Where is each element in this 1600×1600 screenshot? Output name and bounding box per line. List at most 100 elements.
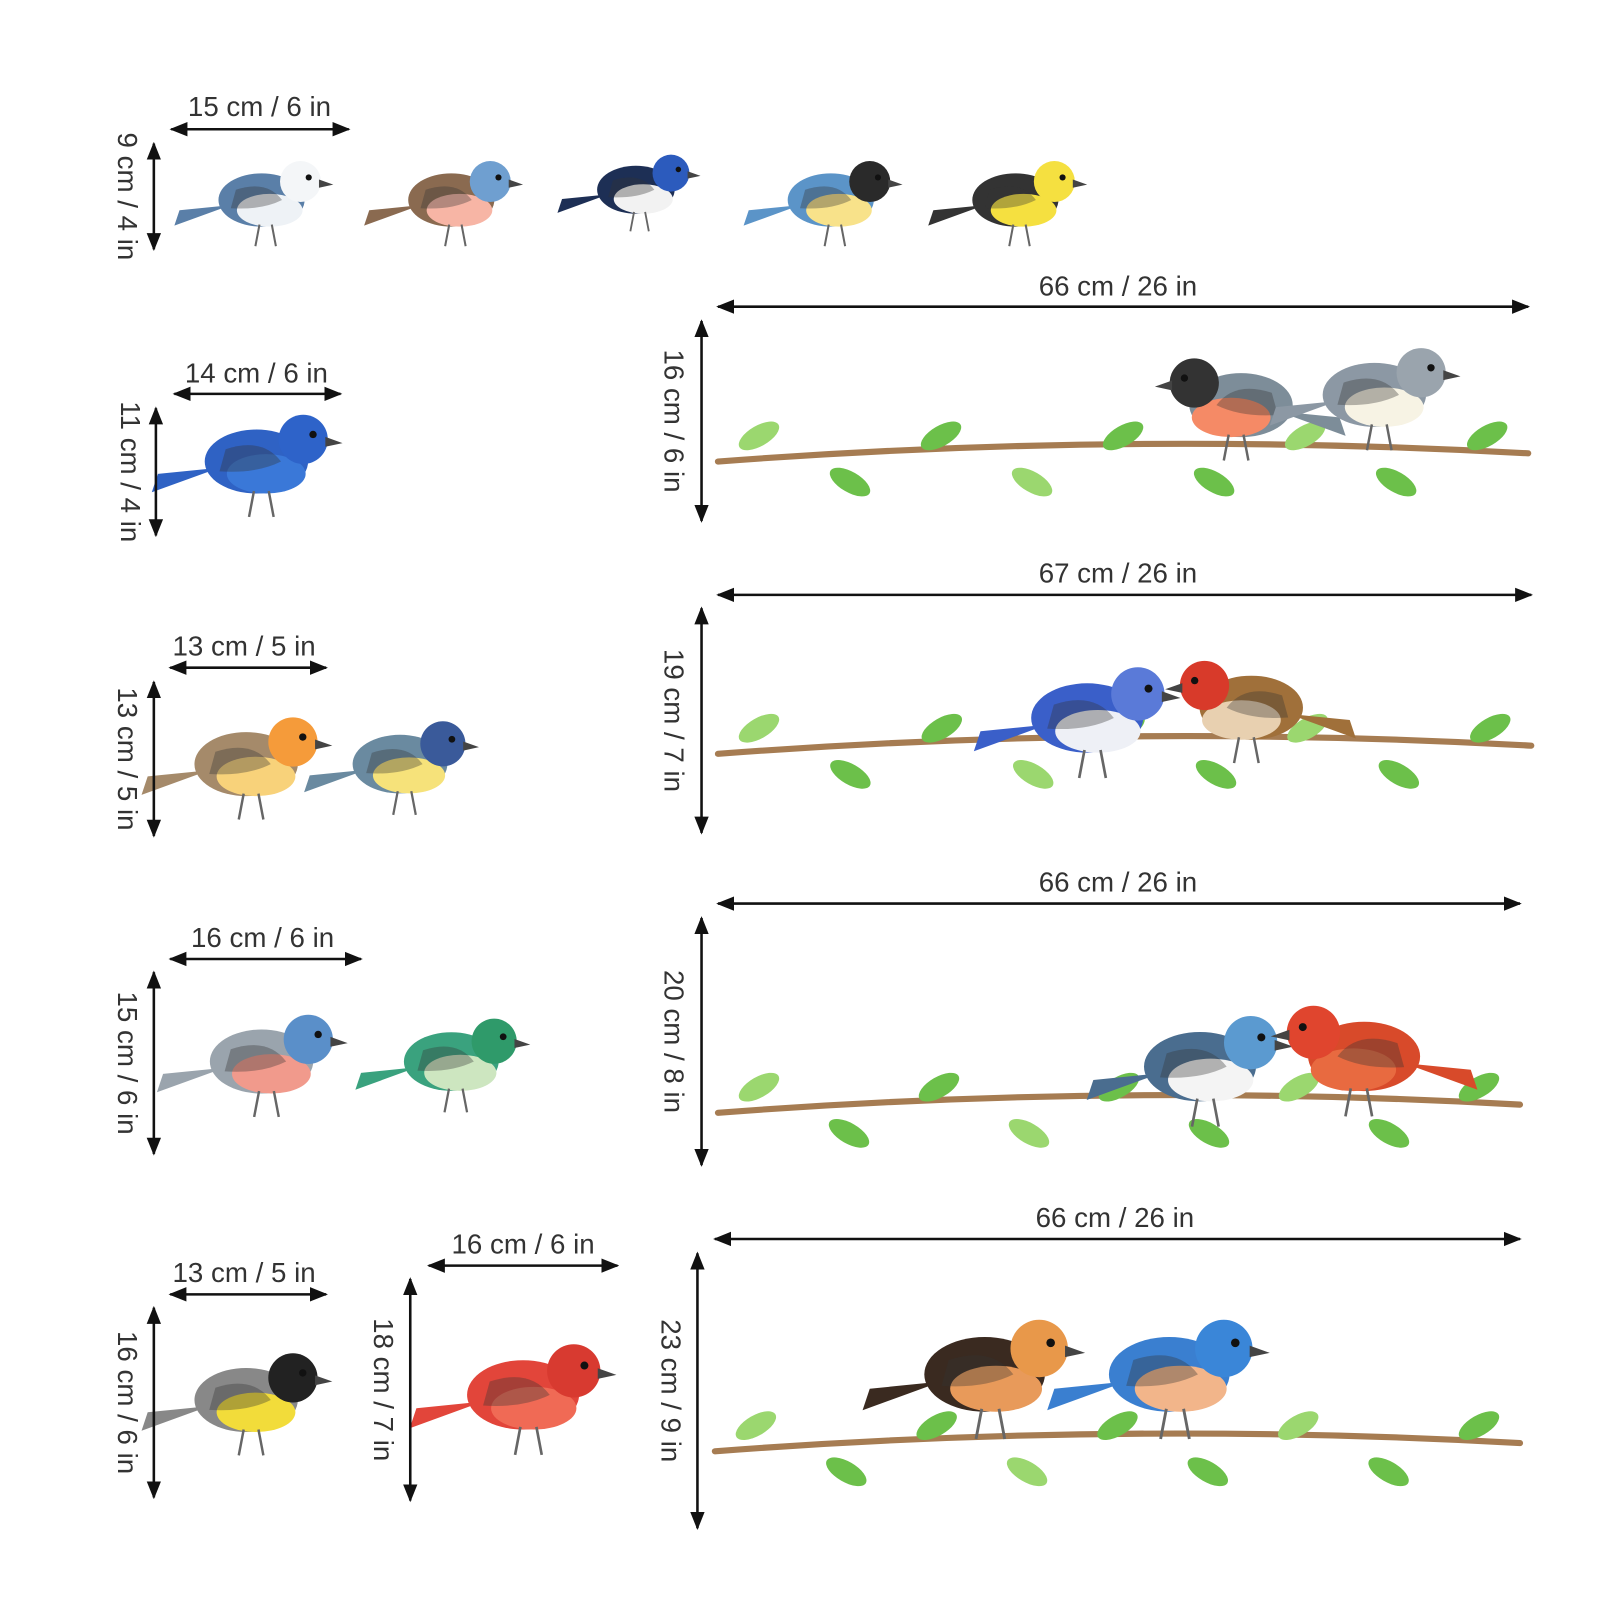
width-label: 13 cm / 5 in	[173, 631, 316, 662]
bird-beak	[325, 436, 343, 447]
bird-wing	[209, 1383, 271, 1411]
bird-legs	[629, 211, 650, 232]
bird-belly	[990, 193, 1057, 227]
width-label: 66 cm / 26 in	[1039, 271, 1198, 302]
leaf	[1188, 1118, 1230, 1148]
bird-legs	[1222, 434, 1250, 461]
bird-eye	[1230, 1338, 1240, 1348]
bird-belly	[1202, 700, 1281, 740]
height-label: 11 cm / 4 in	[115, 401, 146, 542]
bird-head	[280, 161, 322, 203]
leaf	[830, 760, 871, 789]
bird-eye	[305, 174, 312, 181]
width-label: 13 cm / 5 in	[173, 1257, 316, 1288]
bird	[928, 161, 1088, 247]
bird-eye	[1059, 174, 1066, 181]
leaf	[1278, 1411, 1319, 1440]
bird	[1086, 1016, 1294, 1127]
bird-tail	[1269, 401, 1338, 426]
leaf	[1470, 713, 1511, 743]
bird-beak	[1154, 380, 1173, 391]
leaf	[829, 467, 871, 497]
decal-dimensions: 16 cm / 6 in 18 cm / 7 in	[368, 1228, 620, 1503]
bird	[141, 717, 333, 820]
bird-belly	[236, 193, 303, 227]
bird-belly	[216, 1392, 296, 1432]
leaf	[918, 1072, 960, 1102]
bird-eye	[1298, 1023, 1307, 1032]
bird	[364, 161, 524, 247]
bird-legs	[1159, 1408, 1191, 1440]
bird-eye	[1180, 374, 1189, 382]
leaf	[1375, 467, 1417, 497]
bird-legs	[254, 224, 277, 247]
leaf	[738, 421, 780, 451]
bird-eye	[1427, 364, 1435, 372]
bird-head	[471, 1018, 517, 1064]
decal-dimensions: 16 cm / 6 in 15 cm / 6 in	[112, 922, 363, 1156]
bird	[557, 154, 701, 232]
bird-belly	[424, 1054, 497, 1091]
bird-beak	[597, 1368, 617, 1379]
bird-eye	[1144, 684, 1153, 693]
bird-head	[652, 154, 690, 192]
bird-wing	[224, 1045, 287, 1072]
bird-legs	[237, 1429, 265, 1456]
leaf	[1102, 421, 1144, 451]
leaf	[1187, 1457, 1229, 1487]
bird-legs	[392, 790, 417, 816]
bird-eye	[874, 174, 882, 181]
leaf	[1013, 760, 1054, 789]
branch	[714, 1072, 1524, 1148]
bird-belly	[491, 1386, 577, 1430]
bird	[862, 1319, 1086, 1440]
bird-belly	[1134, 1365, 1227, 1412]
bird-legs	[823, 224, 847, 247]
bird	[409, 1344, 617, 1456]
height-label: 16 cm / 6 in	[112, 1331, 143, 1474]
bird-wing	[1216, 388, 1278, 416]
bird-legs	[1344, 1088, 1374, 1117]
bird-beak	[1165, 683, 1183, 693]
bird-eye	[299, 733, 307, 741]
bird-belly	[1344, 387, 1424, 427]
bird-beak	[315, 1375, 333, 1386]
leaf	[1368, 1457, 1409, 1487]
leaf	[1008, 1118, 1050, 1148]
bird-beak	[687, 171, 701, 179]
bird-legs	[252, 1090, 280, 1118]
bird-tail	[156, 1067, 225, 1093]
bird-head	[1195, 1319, 1253, 1378]
bird-beak	[318, 179, 334, 188]
bird-legs	[513, 1426, 544, 1456]
bird-legs	[1077, 749, 1108, 779]
bird-eye	[299, 1369, 307, 1377]
branch	[714, 421, 1532, 497]
bird	[304, 721, 479, 816]
decal-dimensions: 15 cm / 6 in 9 cm / 4 in	[112, 91, 351, 260]
bird-head	[1033, 161, 1075, 203]
height-label: 18 cm / 7 in	[368, 1318, 399, 1461]
leaf	[1097, 1411, 1138, 1440]
bird-belly	[426, 193, 493, 227]
bird-beak	[888, 179, 903, 188]
bird-eye	[1190, 676, 1199, 685]
bird-head	[268, 717, 318, 767]
bird-head	[1010, 1319, 1068, 1378]
bird-legs	[1190, 1098, 1220, 1127]
height-label: 16 cm / 6 in	[658, 349, 689, 492]
branch	[711, 1411, 1524, 1487]
width-label: 14 cm / 6 in	[185, 358, 328, 389]
height-label: 20 cm / 8 in	[658, 970, 689, 1113]
bird-beak	[514, 1038, 531, 1048]
leaf	[826, 1457, 867, 1487]
bird-belly	[216, 756, 296, 797]
leaf	[1284, 421, 1326, 451]
bird-belly	[372, 757, 446, 794]
bird-head	[547, 1344, 601, 1398]
bird-wing	[984, 186, 1036, 209]
bird-belly	[1168, 1058, 1254, 1102]
bird-wing	[417, 1046, 474, 1071]
